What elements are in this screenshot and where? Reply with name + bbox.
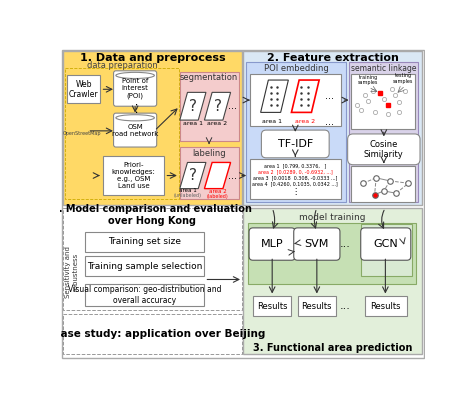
Text: ...: ... xyxy=(228,101,237,111)
FancyBboxPatch shape xyxy=(114,71,157,106)
Bar xyxy=(352,74,415,129)
Text: ⋮: ⋮ xyxy=(291,187,300,196)
Polygon shape xyxy=(180,93,206,120)
Text: POI embedding: POI embedding xyxy=(264,64,328,73)
FancyBboxPatch shape xyxy=(294,228,340,260)
Text: Results: Results xyxy=(370,302,401,311)
Text: data preparation: data preparation xyxy=(87,61,157,70)
Ellipse shape xyxy=(116,72,155,78)
Text: area 2: area 2 xyxy=(208,122,228,126)
Text: Point of
interest
(POI): Point of interest (POI) xyxy=(122,78,148,99)
Bar xyxy=(250,159,341,200)
Text: OpenStreetMap: OpenStreetMap xyxy=(63,130,101,136)
Text: segmentation: segmentation xyxy=(180,73,238,82)
Ellipse shape xyxy=(116,115,155,121)
Bar xyxy=(180,147,239,200)
Text: area 1: area 1 xyxy=(183,122,203,126)
Polygon shape xyxy=(292,80,319,112)
Bar xyxy=(365,297,407,316)
Bar xyxy=(243,51,422,205)
Text: 2. Feature extraction: 2. Feature extraction xyxy=(267,53,399,63)
Text: ...: ... xyxy=(228,170,237,181)
Text: ?: ? xyxy=(189,168,197,183)
FancyBboxPatch shape xyxy=(114,113,157,147)
Bar xyxy=(243,208,422,354)
Text: semantic linkage: semantic linkage xyxy=(351,64,417,73)
Bar xyxy=(361,224,412,276)
Text: OSM
road network: OSM road network xyxy=(112,124,158,137)
FancyBboxPatch shape xyxy=(361,228,411,260)
Text: testing
samples: testing samples xyxy=(393,73,413,84)
Text: (unlabeled): (unlabeled) xyxy=(173,193,201,198)
Text: area 3  [0.0018  0.308, -0.0333 ...]: area 3 [0.0018 0.308, -0.0333 ...] xyxy=(253,175,337,180)
Text: Training set size: Training set size xyxy=(108,237,181,246)
Bar xyxy=(250,74,341,126)
Text: area 4  [0.4260, 0.1035, 0.0342 ...]: area 4 [0.4260, 0.1035, 0.0342 ...] xyxy=(253,181,338,187)
Polygon shape xyxy=(204,93,231,120)
Text: area 1  [0.799, 0.3376,   ]: area 1 [0.799, 0.3376, ] xyxy=(264,163,327,168)
Text: TF-IDF: TF-IDF xyxy=(278,139,313,149)
Bar xyxy=(63,51,242,205)
Bar xyxy=(298,297,336,316)
Polygon shape xyxy=(204,162,231,189)
Text: area 2: area 2 xyxy=(209,189,227,194)
Text: ...: ... xyxy=(340,301,351,311)
Text: Results: Results xyxy=(301,302,332,311)
Bar xyxy=(352,166,415,202)
Text: SVM: SVM xyxy=(305,239,329,249)
FancyBboxPatch shape xyxy=(261,130,329,158)
Text: Sensitivity and
robustness: Sensitivity and robustness xyxy=(65,246,79,298)
Text: Training sample selection: Training sample selection xyxy=(87,262,202,271)
Bar xyxy=(103,156,164,195)
Text: area 1: area 1 xyxy=(179,188,196,194)
Text: (labeled): (labeled) xyxy=(207,194,228,199)
Text: ⋮: ⋮ xyxy=(129,103,141,114)
Bar xyxy=(349,62,419,202)
Text: 5. Case study: application over Beijing: 5. Case study: application over Beijing xyxy=(38,329,266,339)
Text: ...: ... xyxy=(326,91,335,101)
Bar xyxy=(246,62,346,202)
Text: ...: ... xyxy=(326,117,335,126)
Text: GCN: GCN xyxy=(373,239,398,249)
Text: Web
Crawler: Web Crawler xyxy=(69,80,98,99)
Text: training
samples: training samples xyxy=(358,75,379,86)
Text: ?: ? xyxy=(213,99,221,114)
Text: 4. Model comparison and evaluation
over Hong Kong: 4. Model comparison and evaluation over … xyxy=(52,204,252,225)
Text: area 2: area 2 xyxy=(295,119,315,124)
Bar xyxy=(253,297,292,316)
Bar xyxy=(85,284,204,306)
Bar xyxy=(63,208,242,310)
Text: MLP: MLP xyxy=(261,239,283,249)
Bar xyxy=(248,223,416,284)
Text: labeling: labeling xyxy=(192,149,226,158)
Text: area 1: area 1 xyxy=(262,119,282,124)
Text: area 2  [0.0289, 0, -0.6932, ...]: area 2 [0.0289, 0, -0.6932, ...] xyxy=(258,169,333,174)
Polygon shape xyxy=(261,80,288,112)
Text: Visual comparison: geo-distribution and
overall accuracy: Visual comparison: geo-distribution and … xyxy=(68,285,221,305)
Text: 3. Functional area prediction: 3. Functional area prediction xyxy=(253,343,412,353)
Polygon shape xyxy=(180,162,206,189)
Bar xyxy=(85,257,204,276)
Text: Results: Results xyxy=(257,302,287,311)
Bar xyxy=(85,232,204,252)
Bar xyxy=(63,314,242,354)
Bar xyxy=(66,76,100,103)
Bar xyxy=(65,68,179,199)
Text: ?: ? xyxy=(189,99,197,114)
Text: Priori-
knowledges:
e.g., OSM
Land use: Priori- knowledges: e.g., OSM Land use xyxy=(112,162,155,189)
Text: model training: model training xyxy=(299,213,365,222)
Text: ...: ... xyxy=(340,239,351,249)
Text: Cosine
Similarity: Cosine Similarity xyxy=(364,140,404,159)
Text: 1. Data and preprocess: 1. Data and preprocess xyxy=(80,53,225,63)
FancyBboxPatch shape xyxy=(249,228,295,260)
Bar xyxy=(180,72,239,141)
FancyBboxPatch shape xyxy=(347,134,420,165)
